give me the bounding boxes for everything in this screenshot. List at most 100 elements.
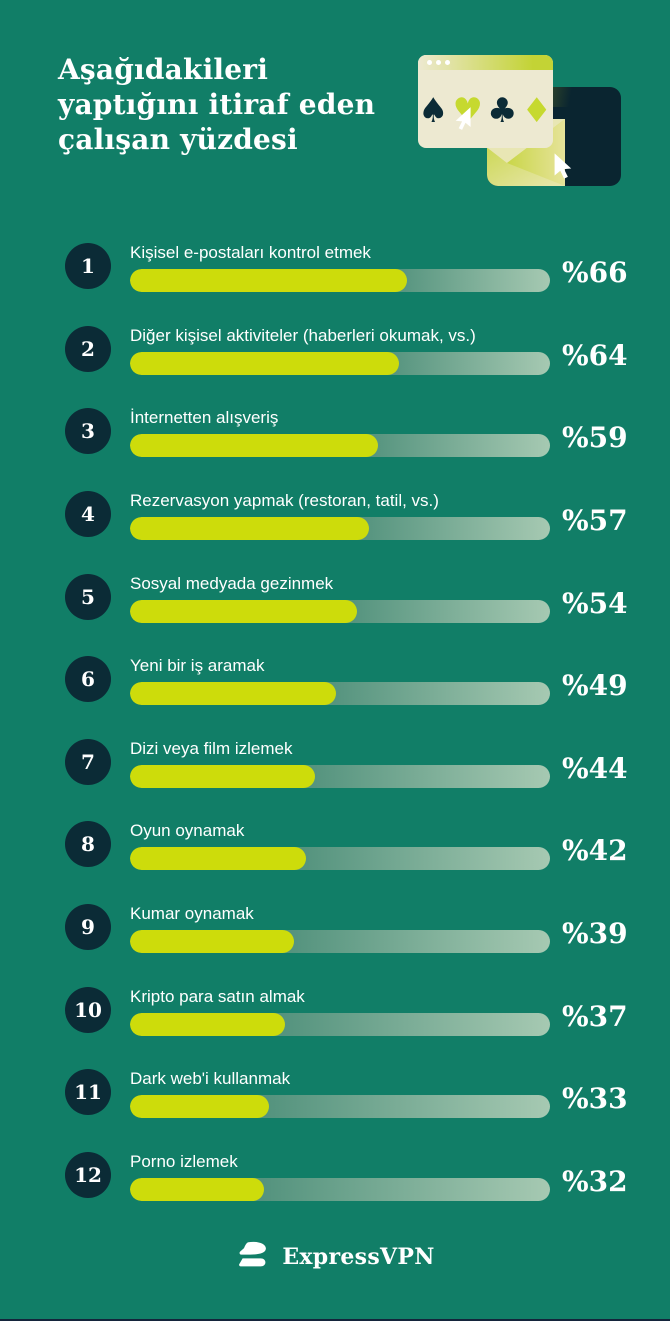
chart-row: 5 Sosyal medyada gezinmek %54 [0, 573, 670, 656]
bottom-edge [0, 1319, 670, 1321]
bar-fill [130, 599, 357, 623]
bar-remainder [270, 930, 550, 954]
bar-label: Yeni bir iş aramak [130, 656, 265, 676]
chart-row: 6 Yeni bir iş aramak %49 [0, 656, 670, 738]
bar-track [130, 269, 550, 292]
window-dot [427, 60, 432, 65]
bar-label: Porno izlemek [130, 1152, 238, 1172]
bar-fill [130, 1095, 269, 1119]
cursor-icon [455, 107, 471, 130]
bar-remainder [354, 434, 550, 458]
rank-badge: 12 [65, 1152, 111, 1199]
bar-track [130, 930, 550, 954]
chart-row: 12 Porno izlemek %32 [0, 1152, 670, 1234]
expressvpn-logo-icon [239, 1241, 267, 1267]
bar-value: %49 [562, 669, 628, 703]
bar-value: %37 [562, 999, 628, 1033]
bar-value: %59 [562, 421, 628, 455]
bar-track [130, 351, 550, 375]
chart-row: 10 Kripto para satın almak %37 [0, 986, 670, 1069]
bar-value: %44 [562, 751, 628, 785]
bar-track [130, 764, 550, 788]
bar-remainder [333, 599, 550, 623]
diamond-icon: ♦ [521, 91, 553, 131]
bar-fill [130, 269, 408, 292]
bar-track [130, 599, 550, 623]
rank-badge: 9 [65, 904, 111, 951]
window-dot [436, 60, 441, 65]
bar-label: Oyun oynamak [130, 821, 245, 841]
bar-value: %33 [562, 1082, 628, 1116]
bar-fill [130, 682, 336, 706]
bar-track [130, 434, 550, 458]
chart-row: 4 Rezervasyon yapmak (restoran, tatil, v… [0, 490, 670, 573]
bar-chart: 1 Kişisel e-postaları kontrol etmek %66 … [0, 243, 670, 1243]
chart-row: 9 Kumar oynamak %39 [0, 904, 670, 986]
rank-badge: 8 [65, 821, 111, 868]
bar-value: %66 [562, 256, 628, 289]
bar-remainder [291, 764, 550, 788]
bar-label: Sosyal medyada gezinmek [130, 573, 334, 593]
bar-fill [130, 930, 294, 954]
rank-badge: 2 [65, 325, 111, 372]
window-dot [445, 60, 450, 65]
chart-row: 7 Dizi veya film izlemek %44 [0, 738, 670, 821]
rank-badge: 10 [65, 986, 111, 1033]
bar-fill [130, 764, 315, 788]
bar-fill [130, 1178, 265, 1202]
bar-track [130, 847, 550, 871]
rank-badge: 11 [65, 1069, 111, 1116]
bar-remainder [245, 1095, 550, 1119]
brand-name: ExpressVPN [282, 1243, 435, 1270]
spade-icon: ♠ [418, 91, 453, 131]
page-title: Aşağıdakileri yaptığını itiraf eden çalı… [58, 53, 376, 156]
header-illustration: ♠♥♣♦ [418, 55, 621, 186]
rank-badge: 3 [65, 408, 111, 455]
bar-track [130, 1095, 550, 1119]
bar-label: Dark web'i kullanmak [130, 1069, 291, 1089]
rank-badge: 4 [65, 490, 111, 537]
bar-label: Kripto para satın almak [130, 986, 305, 1006]
bar-label: Kumar oynamak [130, 904, 254, 924]
bar-fill [130, 516, 370, 540]
footer-brand: ExpressVPN [0, 1240, 670, 1273]
bar-label: Kişisel e-postaları kontrol etmek [130, 243, 371, 262]
bar-fill [130, 847, 307, 871]
rank-badge: 1 [65, 243, 111, 289]
chart-row: 3 İnternetten alışveriş %59 [0, 408, 670, 490]
bar-track [130, 682, 550, 706]
bar-value: %42 [562, 834, 628, 868]
rank-badge: 5 [65, 573, 111, 620]
bar-remainder [384, 269, 550, 292]
bar-label: İnternetten alışveriş [130, 408, 279, 428]
chart-row: 8 Oyun oynamak %42 [0, 821, 670, 903]
bar-remainder [241, 1178, 550, 1202]
bar-remainder [262, 1012, 550, 1036]
bar-label: Dizi veya film izlemek [130, 738, 293, 758]
rank-badge: 6 [65, 656, 111, 703]
bar-remainder [375, 351, 550, 375]
bar-fill [130, 351, 399, 375]
bar-value: %64 [562, 338, 628, 372]
card-suits: ♠♥♣♦ [418, 89, 553, 133]
bar-track [130, 1012, 550, 1036]
chart-row: 1 Kişisel e-postaları kontrol etmek %66 [0, 243, 670, 325]
bar-track [130, 1178, 550, 1202]
chart-row: 2 Diğer kişisel aktiviteler (haberleri o… [0, 325, 670, 408]
bar-label: Diğer kişisel aktiviteler (haberleri oku… [130, 325, 476, 345]
club-icon: ♣ [486, 91, 522, 131]
browser-titlebar [418, 55, 553, 70]
cursor-icon [554, 153, 572, 179]
bar-fill [130, 434, 378, 458]
bar-remainder [283, 847, 550, 871]
bar-remainder [346, 516, 550, 540]
bar-fill [130, 1012, 286, 1036]
bar-value: %54 [562, 586, 628, 620]
bar-remainder [312, 682, 550, 706]
bar-value: %39 [562, 917, 628, 951]
bar-value: %57 [562, 503, 628, 537]
chart-row: 11 Dark web'i kullanmak %33 [0, 1069, 670, 1151]
bar-label: Rezervasyon yapmak (restoran, tatil, vs.… [130, 490, 439, 510]
bar-value: %32 [562, 1165, 628, 1199]
